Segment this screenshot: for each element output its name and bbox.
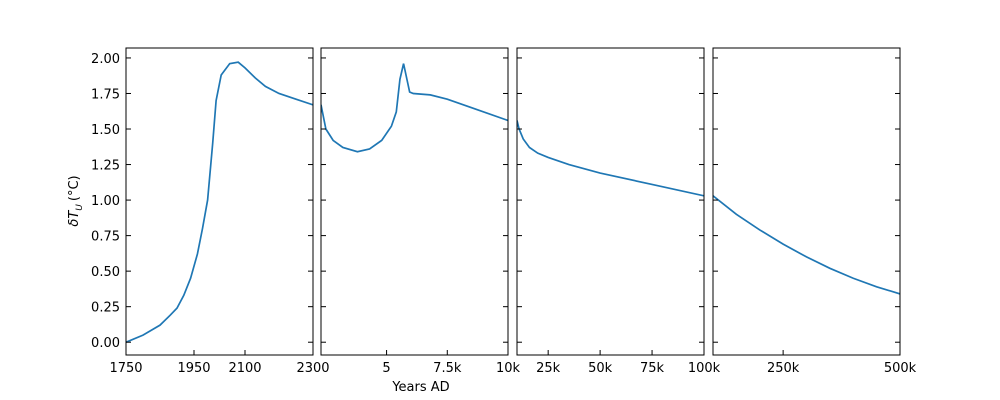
data-line [713,195,900,295]
y-tick-label: 1.25 [91,159,120,174]
x-tick-label: 50k [588,361,613,376]
y-tick-label: 0.50 [91,265,120,280]
y-label-subscript: U [75,204,85,211]
y-tick-label: 0.25 [91,301,120,316]
x-tick-label: 75k [640,361,665,376]
y-tick-label: 1.00 [91,194,120,209]
x-axis-label: Years AD [391,380,449,395]
x-tick-label: 250k [767,361,800,376]
y-tick-label: 1.75 [91,87,120,102]
x-tick-label: 2100 [228,361,261,376]
data-line [321,63,508,153]
y-label-unit: (°C) [67,175,82,201]
x-tick-label: 1950 [177,361,210,376]
x-tick-label: 7.5k [433,361,462,376]
y-tick-label: 2.00 [91,52,120,67]
y-tick-label: 0.75 [91,230,120,245]
panel-frame [320,47,509,356]
x-tick-label: 10k [496,361,521,376]
x-tick-label: 5 [382,361,390,376]
data-line [517,120,704,197]
y-axis-label: δTU (°C) [67,175,85,226]
panel-frame [712,47,901,356]
y-tick-label: 0.00 [91,336,120,351]
y-tick-label: 1.50 [91,123,120,138]
data-line [126,61,313,343]
x-tick-label: 500k [884,361,917,376]
panel-frame [516,47,705,356]
y-label-symbol: δT [67,210,82,227]
panel-frame [125,47,314,356]
x-tick-label: 1750 [109,361,142,376]
x-tick-label: 2300 [296,361,329,376]
x-tick-label: 100k [688,361,721,376]
x-tick-label: 25k [536,361,561,376]
